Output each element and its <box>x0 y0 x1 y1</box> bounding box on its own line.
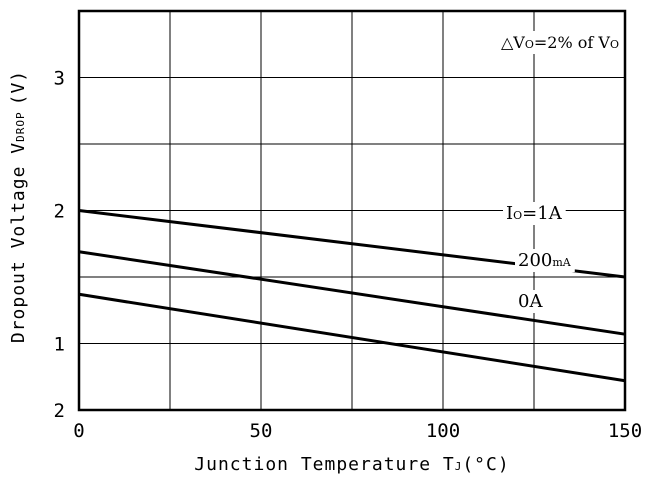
y-axis-title: Dropout Voltage VDROP (V) <box>8 70 29 343</box>
x-axis-title: Junction Temperature TJ(°C) <box>194 454 509 475</box>
series-label-main: 200 <box>518 250 552 271</box>
series-label-main: I <box>506 203 513 224</box>
series-label-sub: O <box>513 209 522 222</box>
series-label: 0A <box>518 291 543 312</box>
annotation-rest: =2% of V <box>534 33 611 52</box>
x-axis-title-sub: J <box>455 460 463 473</box>
x-tick-label: 150 <box>608 420 642 442</box>
annotation-main: V <box>512 33 525 52</box>
annotation-background <box>496 31 623 54</box>
series-line <box>78 250 626 336</box>
x-tick-label: 100 <box>426 420 460 442</box>
y-tick-label: 2 <box>54 400 65 422</box>
x-tick-label: 0 <box>73 420 84 442</box>
series-label-background <box>503 202 566 225</box>
series-label-sub: mA <box>552 256 571 269</box>
series-label-background <box>515 290 547 313</box>
annotation-sub2: O <box>610 38 619 51</box>
y-tick-label: 2 <box>54 201 65 223</box>
series-label-background <box>515 249 575 272</box>
condition-annotation: △VO=2% of VO <box>501 33 619 52</box>
tick-labels: 0 50 100 150 3 2 1 2 <box>54 68 643 443</box>
x-axis-title-main: Junction Temperature T <box>194 454 454 475</box>
y-tick-label: 3 <box>54 68 65 90</box>
series-label-rest: =1A <box>522 203 563 224</box>
series-labels: IO=1A 200mA 0A <box>503 202 575 313</box>
x-tick-label: 50 <box>250 420 273 442</box>
series-line <box>78 292 626 383</box>
y-axis-title-unit: (V) <box>8 70 29 106</box>
series-label: IO=1A <box>506 203 563 224</box>
y-axis-title-main: Dropout Voltage V <box>8 142 29 343</box>
annotation-sub: O <box>525 38 534 51</box>
series-label-main: 0A <box>518 291 543 312</box>
series-label: 200mA <box>518 250 572 271</box>
x-axis-title-unit: (°C) <box>462 454 509 475</box>
y-tick-label: 1 <box>54 334 65 356</box>
y-axis-title-sub: DROP <box>14 111 27 142</box>
delta-symbol: △ <box>501 33 514 52</box>
